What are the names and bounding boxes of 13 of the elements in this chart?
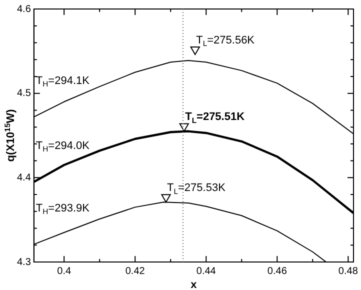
x-tick-label: 0.46 bbox=[267, 266, 288, 277]
x-tick-label: 0.42 bbox=[125, 266, 146, 277]
x-axis-title: x bbox=[190, 279, 198, 290]
y-tick-label: 4.4 bbox=[16, 172, 32, 184]
x-tick-label: 0.4 bbox=[57, 266, 72, 277]
x-tick-label: 0.44 bbox=[196, 266, 216, 277]
point bbox=[190, 46, 200, 55]
point bbox=[179, 123, 189, 132]
y-tick-label: 4.5 bbox=[16, 88, 32, 100]
x-tick-label: 0.48 bbox=[338, 266, 358, 277]
y-tick-label: 4.3 bbox=[16, 256, 32, 268]
point bbox=[161, 194, 171, 203]
y-tick-label: 4.6 bbox=[16, 4, 32, 15]
